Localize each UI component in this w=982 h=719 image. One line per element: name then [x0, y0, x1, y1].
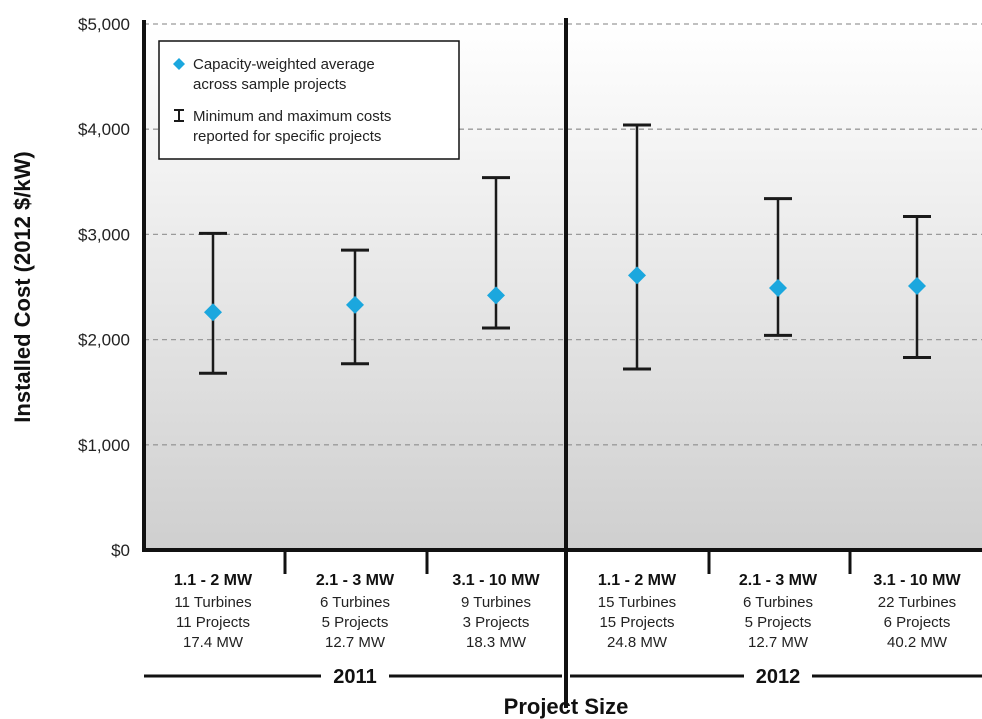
legend-item-label: reported for specific projects	[193, 128, 381, 145]
legend-item-label: Capacity-weighted average	[193, 56, 375, 73]
category-detail-label: 15 Turbines	[598, 594, 676, 611]
category-labels: 1.1 - 2 MW 11 Turbines 11 Projects 17.4 MW 2…	[174, 572, 962, 651]
average-marker	[487, 286, 505, 305]
y-axis-title: Installed Cost (2012 $/kW)	[10, 151, 35, 422]
category-size-label: 1.1 - 2 MW	[598, 572, 677, 589]
average-marker	[628, 266, 646, 285]
category-detail-label: 5 Projects	[322, 614, 389, 631]
category-size-label: 2.1 - 3 MW	[316, 572, 395, 589]
legend-diamond-icon	[173, 58, 185, 70]
y-tick-label: $5,000	[78, 15, 130, 34]
category-detail-label: 15 Projects	[599, 614, 674, 631]
year-label: 2011	[333, 666, 376, 688]
year-label: 2012	[756, 666, 801, 688]
category-detail-label: 6 Turbines	[743, 594, 813, 611]
category-size-label: 3.1 - 10 MW	[452, 572, 540, 589]
y-tick-labels: $0 $1,000 $2,000 $3,000 $4,000 $5,000	[78, 15, 130, 560]
category-size-label: 1.1 - 2 MW	[174, 572, 253, 589]
average-marker	[204, 303, 222, 322]
legend: Capacity-weighted average across sample p…	[158, 40, 460, 160]
average-marker	[346, 295, 364, 314]
category-detail-label: 18.3 MW	[466, 634, 527, 651]
legend-item-label: across sample projects	[193, 76, 346, 93]
category-detail-label: 17.4 MW	[183, 634, 244, 651]
category-detail-label: 40.2 MW	[887, 634, 948, 651]
category-detail-label: 6 Projects	[884, 614, 951, 631]
category-detail-label: 12.7 MW	[325, 634, 386, 651]
category-detail-label: 12.7 MW	[748, 634, 809, 651]
year-labels: 2011 2012	[144, 666, 982, 688]
y-tick-label: $0	[111, 541, 130, 560]
category-detail-label: 24.8 MW	[607, 634, 668, 651]
category-detail-label: 22 Turbines	[878, 594, 956, 611]
legend-box	[158, 40, 460, 160]
category-detail-label: 5 Projects	[745, 614, 812, 631]
legend-item-label: Minimum and maximum costs	[193, 108, 391, 125]
average-marker	[769, 279, 787, 298]
category-detail-label: 11 Turbines	[174, 594, 251, 611]
category-detail-label: 3 Projects	[463, 614, 530, 631]
category-size-label: 3.1 - 10 MW	[873, 572, 961, 589]
average-markers	[204, 266, 926, 322]
y-tick-label: $1,000	[78, 436, 130, 455]
category-detail-label: 6 Turbines	[320, 594, 390, 611]
category-detail-label: 11 Projects	[176, 614, 250, 631]
y-tick-label: $4,000	[78, 120, 130, 139]
category-size-label: 2.1 - 3 MW	[739, 572, 818, 589]
axes	[142, 18, 982, 708]
category-detail-label: 9 Turbines	[461, 594, 531, 611]
y-tick-label: $3,000	[78, 225, 130, 244]
x-axis-title: Project Size	[504, 694, 629, 719]
y-tick-label: $2,000	[78, 331, 130, 350]
average-marker	[908, 276, 926, 295]
